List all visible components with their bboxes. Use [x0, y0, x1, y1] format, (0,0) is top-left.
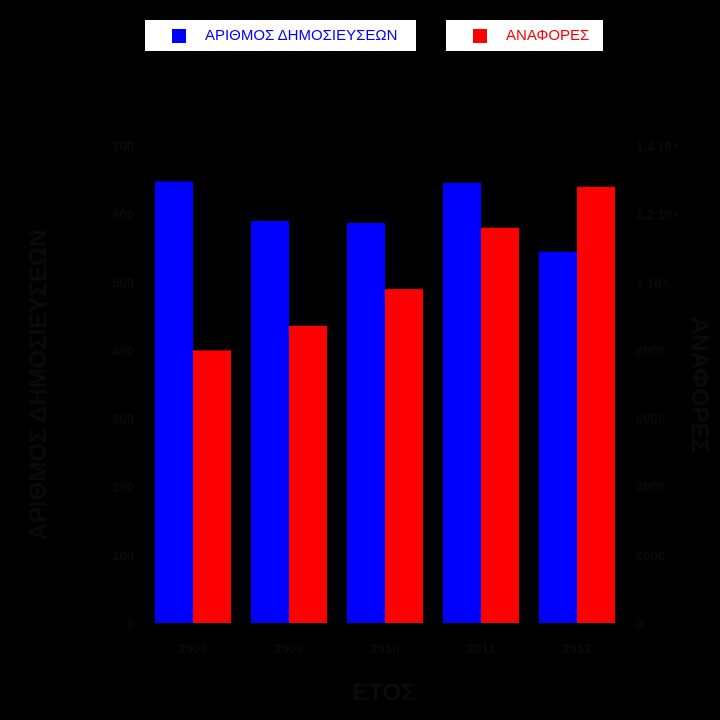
y-tick-label: 300	[112, 412, 134, 427]
x-tick-label: 2012	[563, 641, 592, 656]
y2-tick-label: 2000	[636, 548, 665, 563]
bar-publications-2009	[251, 220, 289, 623]
legend-label-citations: ΑΝΑΦΟΡΕΣ	[506, 27, 590, 44]
bar-publications-2012	[539, 251, 577, 623]
y-tick-label: 700	[112, 139, 134, 154]
y2-tick-label: 1,4 10⁴	[636, 139, 679, 154]
y2-tick-label: 1 10⁴	[636, 275, 668, 290]
x-tick-label: 2010	[371, 641, 400, 656]
bar-publications-2008	[155, 181, 193, 624]
bar-citations-2012	[577, 186, 615, 623]
y-tick-label: 100	[112, 548, 134, 563]
y2-tick-label: 8000	[636, 343, 665, 358]
bar-citations-2009	[289, 325, 327, 623]
x-axis-title: ΕΤΟΣ	[352, 679, 415, 706]
legend-label-publications: ΑΡΙΘΜΟΣ ΔΗΜΟΣΙΕΥΣΕΩΝ	[205, 27, 398, 44]
bar-citations-2008	[193, 350, 231, 623]
x-tick-label: 2009	[275, 641, 304, 656]
y2-axis-title: ΑΝΑΦΟΡΕΣ	[686, 317, 713, 453]
y-tick-label: 200	[112, 480, 134, 495]
x-tick-label: 2011	[467, 641, 495, 656]
x-tick-label: 2008	[179, 641, 208, 656]
bar-citations-2010	[385, 289, 423, 623]
y-tick-label: 400	[112, 343, 134, 358]
bars	[155, 181, 615, 624]
legend-swatch-publications	[172, 28, 186, 43]
ticks: 2008 2009 2010 2011 2012 0 100 200 300 400 500 600 7…	[112, 139, 678, 656]
y2-tick-label: 0	[636, 616, 643, 631]
legend-item-citations: ΑΝΑΦΟΡΕΣ	[446, 20, 603, 51]
bar-publications-2010	[347, 223, 385, 623]
y-tick-label: 0	[127, 616, 134, 631]
legend-swatch-citations	[473, 28, 487, 43]
y-tick-label: 500	[112, 275, 134, 290]
legend-item-publications: ΑΡΙΘΜΟΣ ΔΗΜΟΣΙΕΥΣΕΩΝ	[145, 20, 416, 51]
bar-citations-2011	[481, 227, 519, 623]
bar-publications-2011	[443, 182, 481, 623]
y2-tick-label: 4000	[636, 480, 665, 495]
y2-tick-label: 6000	[636, 412, 665, 427]
y-tick-label: 600	[112, 207, 134, 222]
y2-tick-label: 1,2 10⁴	[636, 207, 679, 222]
y-axis-title: ΑΡΙΘΜΟΣ ΔΗΜΟΣΙΕΥΣΕΩΝ	[25, 230, 52, 541]
